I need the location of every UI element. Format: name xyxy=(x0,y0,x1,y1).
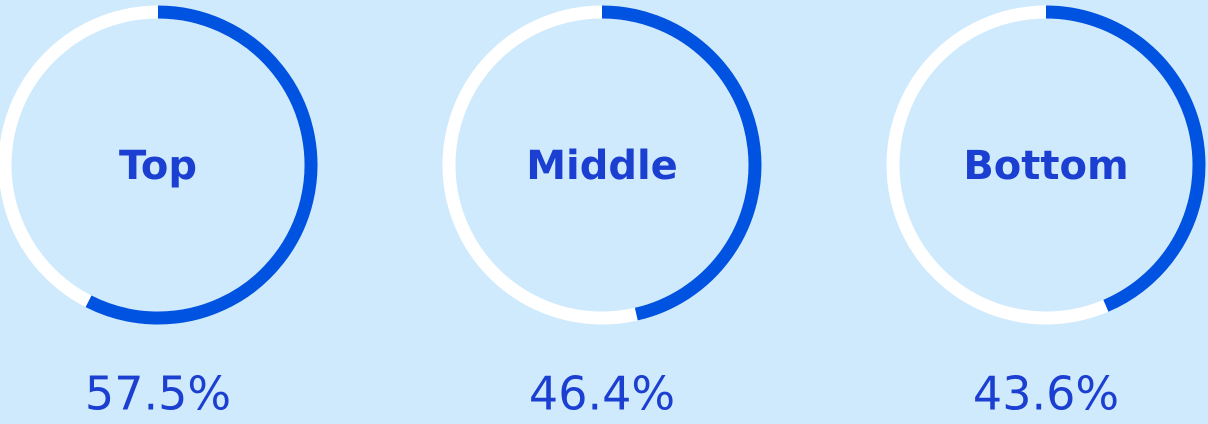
category-label: Middle xyxy=(526,143,678,189)
category-label: Top xyxy=(119,143,197,189)
value-label: 43.6% xyxy=(973,367,1119,421)
value-label: 57.5% xyxy=(85,367,231,421)
ring-arc xyxy=(1045,5,1206,312)
ring-arc xyxy=(85,5,318,325)
category-label: Bottom xyxy=(963,143,1128,189)
ring-arc xyxy=(601,5,762,321)
value-label: 46.4% xyxy=(529,367,675,421)
